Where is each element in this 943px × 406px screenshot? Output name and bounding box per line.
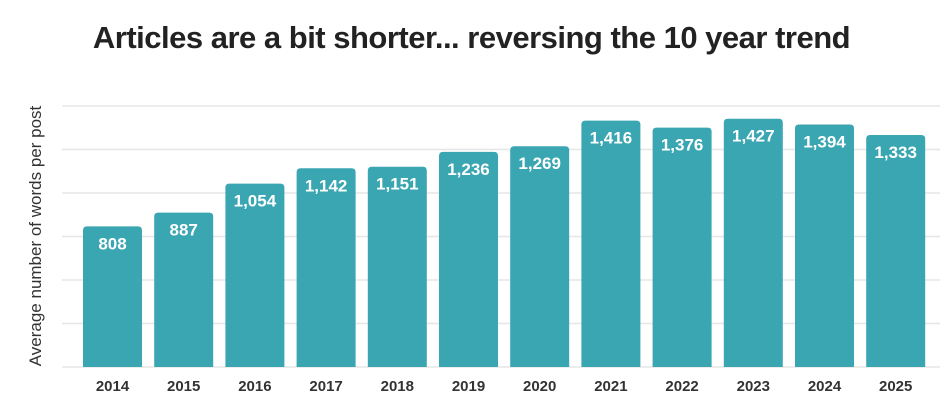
x-tick-label: 2016: [238, 378, 271, 395]
bar: [296, 168, 356, 367]
data-label: 887: [170, 221, 198, 240]
x-tick-label: 2019: [452, 378, 485, 395]
bar: [723, 118, 783, 368]
chart-title: Articles are a bit shorter... reversing …: [92, 20, 851, 55]
bar: [652, 127, 712, 368]
data-label: 1,394: [803, 132, 846, 151]
bar: [510, 146, 570, 367]
x-tick-label: 2025: [879, 378, 912, 395]
x-tick-label: 2023: [737, 378, 770, 395]
x-tick-label: 2018: [381, 378, 414, 395]
data-label: 1,376: [661, 136, 704, 155]
bar: [866, 135, 926, 367]
bar: [83, 226, 142, 367]
bar: [795, 124, 854, 367]
x-tick-label: 2014: [96, 378, 130, 395]
bar: [581, 120, 641, 367]
x-tick-label: 2017: [309, 378, 342, 395]
bar: [225, 183, 285, 367]
bar: [439, 151, 498, 367]
data-label: 1,427: [732, 127, 775, 146]
data-label: 1,236: [447, 160, 490, 179]
data-label: 1,142: [305, 176, 348, 195]
data-label: 808: [98, 234, 126, 253]
x-tick-label: 2021: [594, 378, 627, 395]
x-tick-label: 2022: [665, 378, 698, 395]
x-tick-label: 2020: [523, 378, 556, 395]
data-label: 1,333: [874, 143, 917, 162]
data-label: 1,269: [518, 154, 561, 173]
x-tick-label: 2024: [808, 378, 842, 395]
data-label: 1,416: [590, 129, 633, 148]
data-label: 1,054: [234, 192, 277, 211]
data-label: 1,151: [376, 175, 419, 194]
bar: [367, 166, 427, 367]
x-tick-label: 2015: [167, 378, 200, 395]
bar: [154, 212, 214, 367]
